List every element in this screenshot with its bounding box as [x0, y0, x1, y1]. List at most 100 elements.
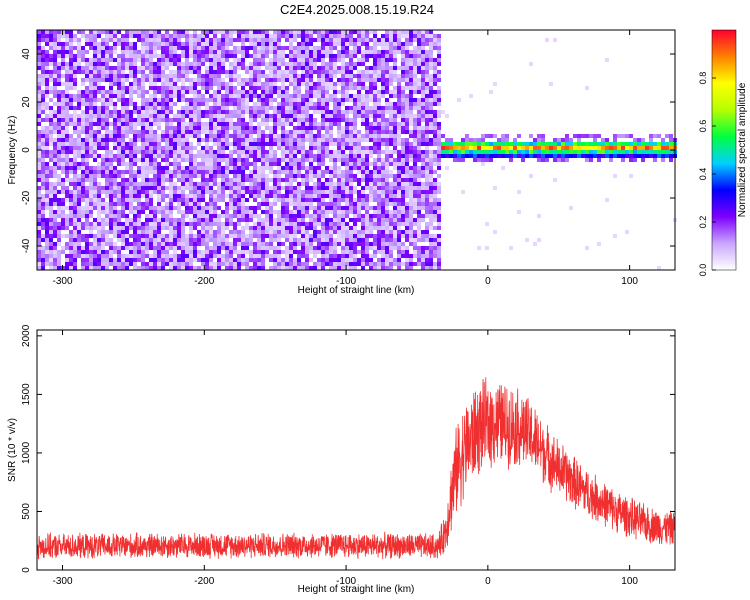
heatmap-cell [205, 66, 209, 70]
heatmap-cell [213, 230, 217, 234]
heatmap-cell [221, 30, 225, 34]
heatmap-cell [393, 74, 397, 78]
heatmap-cell [197, 170, 201, 174]
heatmap-cell [321, 158, 325, 162]
heatmap-cell [261, 186, 265, 190]
heatmap-cell [245, 54, 249, 58]
heatmap-cell [405, 266, 409, 270]
heatmap-cell [97, 194, 101, 198]
heatmap-cell [221, 62, 225, 66]
heatmap-cell [181, 106, 185, 110]
heatmap-cell [89, 62, 93, 66]
heatmap-cell [133, 206, 137, 210]
heatmap-cell [205, 258, 209, 262]
heatmap-cell [397, 66, 401, 70]
heatmap-cell [201, 218, 205, 222]
heatmap-cell [309, 162, 313, 166]
heatmap-cell [241, 58, 245, 62]
heatmap-cell [397, 94, 401, 98]
heatmap-cell [273, 86, 277, 90]
heatmap-cell [149, 226, 153, 230]
heatmap-cell [305, 198, 309, 202]
heatmap-cell [409, 158, 413, 162]
heatmap-cell [241, 62, 245, 66]
heatmap-cell [293, 134, 297, 138]
heatmap-cell [49, 182, 53, 186]
heatmap-cell [289, 186, 293, 190]
heatmap-cell [169, 70, 173, 74]
heatmap-cell [401, 186, 405, 190]
heatmap-cell [385, 170, 389, 174]
heatmap-cell [365, 158, 369, 162]
heatmap-cell [405, 166, 409, 170]
heatmap-cell [145, 126, 149, 130]
heatmap-cell [49, 134, 53, 138]
heatmap-cell [241, 202, 245, 206]
heatmap-cell [105, 114, 109, 118]
heatmap-cell [393, 190, 397, 194]
heatmap-cell [309, 190, 313, 194]
heatmap-cell [293, 190, 297, 194]
heatmap-cell [181, 46, 185, 50]
heatmap-cell [353, 242, 357, 246]
heatmap-cell [165, 238, 169, 242]
heatmap-cell [357, 178, 361, 182]
heatmap-cell [329, 210, 333, 214]
heatmap-cell [221, 126, 225, 130]
heatmap-cell [153, 182, 157, 186]
heatmap-cell [385, 262, 389, 266]
heatmap-cell [369, 90, 373, 94]
heatmap-cell [365, 90, 369, 94]
heatmap-cell [117, 94, 121, 98]
heatmap-cell [301, 78, 305, 82]
heatmap-cell [209, 106, 213, 110]
heatmap-cell [185, 98, 189, 102]
heatmap-cell [121, 202, 125, 206]
heatmap-cell [221, 222, 225, 226]
heatmap-cell [381, 190, 385, 194]
heatmap-cell [329, 118, 333, 122]
heatmap-cell [109, 170, 113, 174]
heatmap-cell [289, 102, 293, 106]
heatmap-cell [301, 218, 305, 222]
heatmap-cell [389, 198, 393, 202]
heatmap-cell [377, 66, 381, 70]
heatmap-cell [121, 98, 125, 102]
heatmap-cell [129, 262, 133, 266]
heatmap-cell [205, 90, 209, 94]
heatmap-cell [269, 238, 273, 242]
heatmap-cell [361, 86, 365, 90]
heatmap-cell [105, 130, 109, 134]
heatmap-cell [233, 214, 237, 218]
heatmap-cell [73, 106, 77, 110]
heatmap-cell [121, 234, 125, 238]
heatmap-cell [65, 226, 69, 230]
heatmap-cell [105, 254, 109, 258]
heatmap-cell [193, 266, 197, 270]
heatmap-cell [169, 210, 173, 214]
heatmap-cell [41, 130, 45, 134]
heatmap-cell [233, 238, 237, 242]
heatmap-cell [345, 226, 349, 230]
heatmap-cell [353, 102, 357, 106]
heatmap-cell [213, 138, 217, 142]
heatmap-cell [369, 258, 373, 262]
heatmap-cell [169, 162, 173, 166]
heatmap-cell [333, 206, 337, 210]
heatmap-cell [245, 38, 249, 42]
heatmap-cell [201, 74, 205, 78]
heatmap-cell [401, 158, 405, 162]
heatmap-cell [345, 70, 349, 74]
heatmap-cell [269, 190, 273, 194]
heatmap-cell [241, 66, 245, 70]
heatmap-cell [289, 50, 293, 54]
heatmap-cell [329, 94, 333, 98]
heatmap-cell [41, 254, 45, 258]
heatmap-cell [277, 86, 281, 90]
heatmap-cell [177, 170, 181, 174]
heatmap-cell [233, 242, 237, 246]
heatmap-cell [113, 174, 117, 178]
heatmap-cell [305, 258, 309, 262]
heatmap-cell [385, 162, 389, 166]
heatmap-cell [37, 82, 41, 86]
